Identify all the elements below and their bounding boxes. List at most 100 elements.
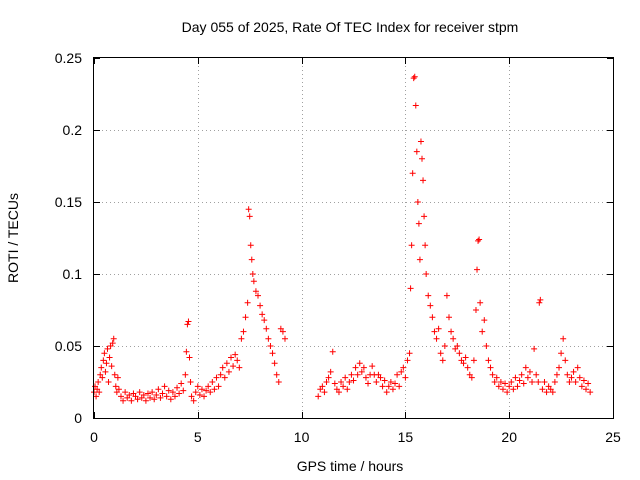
- data-point: [348, 371, 355, 378]
- data-point: [474, 266, 481, 273]
- data-point: [110, 335, 117, 342]
- data-point: [245, 206, 252, 213]
- data-point: [522, 364, 529, 371]
- data-point: [537, 296, 544, 303]
- data-point: [358, 368, 365, 375]
- data-point: [244, 299, 251, 306]
- data-point: [350, 377, 357, 384]
- data-point: [120, 397, 127, 404]
- data-point: [460, 360, 467, 367]
- data-point: [510, 386, 517, 393]
- data-point: [462, 354, 469, 361]
- data-point: [215, 383, 222, 390]
- data-point: [263, 325, 270, 332]
- data-point: [587, 389, 594, 396]
- data-point: [213, 374, 220, 381]
- data-point: [483, 343, 490, 349]
- data-point: [327, 368, 334, 375]
- data-point: [441, 343, 448, 349]
- data-point: [98, 364, 105, 371]
- data-point: [477, 299, 484, 306]
- x-tick-label: 25: [605, 429, 621, 445]
- data-point: [153, 391, 160, 398]
- x-tick-label: 20: [501, 429, 517, 445]
- data-point: [271, 360, 278, 367]
- data-point: [524, 374, 531, 381]
- data-point: [186, 354, 193, 361]
- data-point: [281, 335, 288, 342]
- data-point: [417, 138, 424, 145]
- data-point: [269, 350, 276, 357]
- data-point: [342, 374, 349, 381]
- data-point: [340, 383, 347, 390]
- data-point: [409, 170, 416, 177]
- data-point: [572, 379, 579, 385]
- data-point: [402, 374, 409, 381]
- data-point: [201, 393, 208, 400]
- data-point: [570, 368, 577, 375]
- data-point: [221, 374, 228, 381]
- data-point: [136, 389, 143, 396]
- data-point: [412, 102, 419, 109]
- data-point: [394, 371, 401, 378]
- data-point: [485, 357, 492, 364]
- plot-frame: [93, 57, 614, 419]
- data-point: [541, 379, 548, 385]
- data-point: [580, 377, 587, 384]
- data-point: [331, 380, 338, 387]
- data-point: [185, 318, 192, 325]
- data-point: [414, 199, 421, 205]
- data-point: [250, 278, 257, 285]
- data-point: [531, 345, 538, 352]
- data-point: [225, 368, 232, 375]
- y-tick-label: 0: [74, 410, 82, 426]
- data-point: [111, 371, 118, 378]
- data-point: [560, 335, 567, 342]
- y-tick-label: 0.15: [55, 194, 82, 210]
- x-axis-label: GPS time / hours: [297, 458, 404, 474]
- data-point: [562, 357, 569, 364]
- data-point: [338, 379, 345, 385]
- data-point: [247, 242, 254, 249]
- data-point: [400, 364, 407, 371]
- data-point: [396, 383, 403, 390]
- data-point: [255, 292, 262, 299]
- data-point: [539, 386, 546, 393]
- data-point: [411, 73, 418, 80]
- data-point: [518, 371, 525, 378]
- data-point: [99, 374, 106, 381]
- data-point: [105, 379, 112, 385]
- data-point: [493, 374, 500, 381]
- data-point: [520, 380, 527, 387]
- data-point: [422, 242, 429, 249]
- data-point: [420, 177, 427, 184]
- data-point: [514, 383, 521, 390]
- data-point: [236, 364, 243, 371]
- data-point: [223, 360, 230, 367]
- data-point: [568, 374, 575, 381]
- data-point: [252, 288, 259, 295]
- data-point: [167, 396, 174, 403]
- data-point: [454, 343, 461, 349]
- data-point: [435, 325, 442, 332]
- data-point: [379, 383, 386, 390]
- data-point: [533, 371, 540, 378]
- data-point: [147, 394, 154, 401]
- data-point: [481, 317, 488, 324]
- data-point: [362, 374, 369, 381]
- y-tick-label: 0.2: [63, 122, 83, 138]
- data-point: [104, 345, 111, 352]
- data-point: [448, 328, 455, 335]
- data-point: [275, 379, 282, 385]
- data-point: [259, 311, 266, 318]
- data-point: [325, 374, 332, 381]
- data-point: [406, 350, 413, 357]
- y-axis-label: ROTI / TECUs: [5, 193, 21, 283]
- data-point: [217, 371, 224, 378]
- data-point: [178, 380, 185, 387]
- data-point: [551, 379, 558, 385]
- data-point: [267, 343, 274, 349]
- data-point: [100, 357, 107, 364]
- data-point: [144, 390, 151, 397]
